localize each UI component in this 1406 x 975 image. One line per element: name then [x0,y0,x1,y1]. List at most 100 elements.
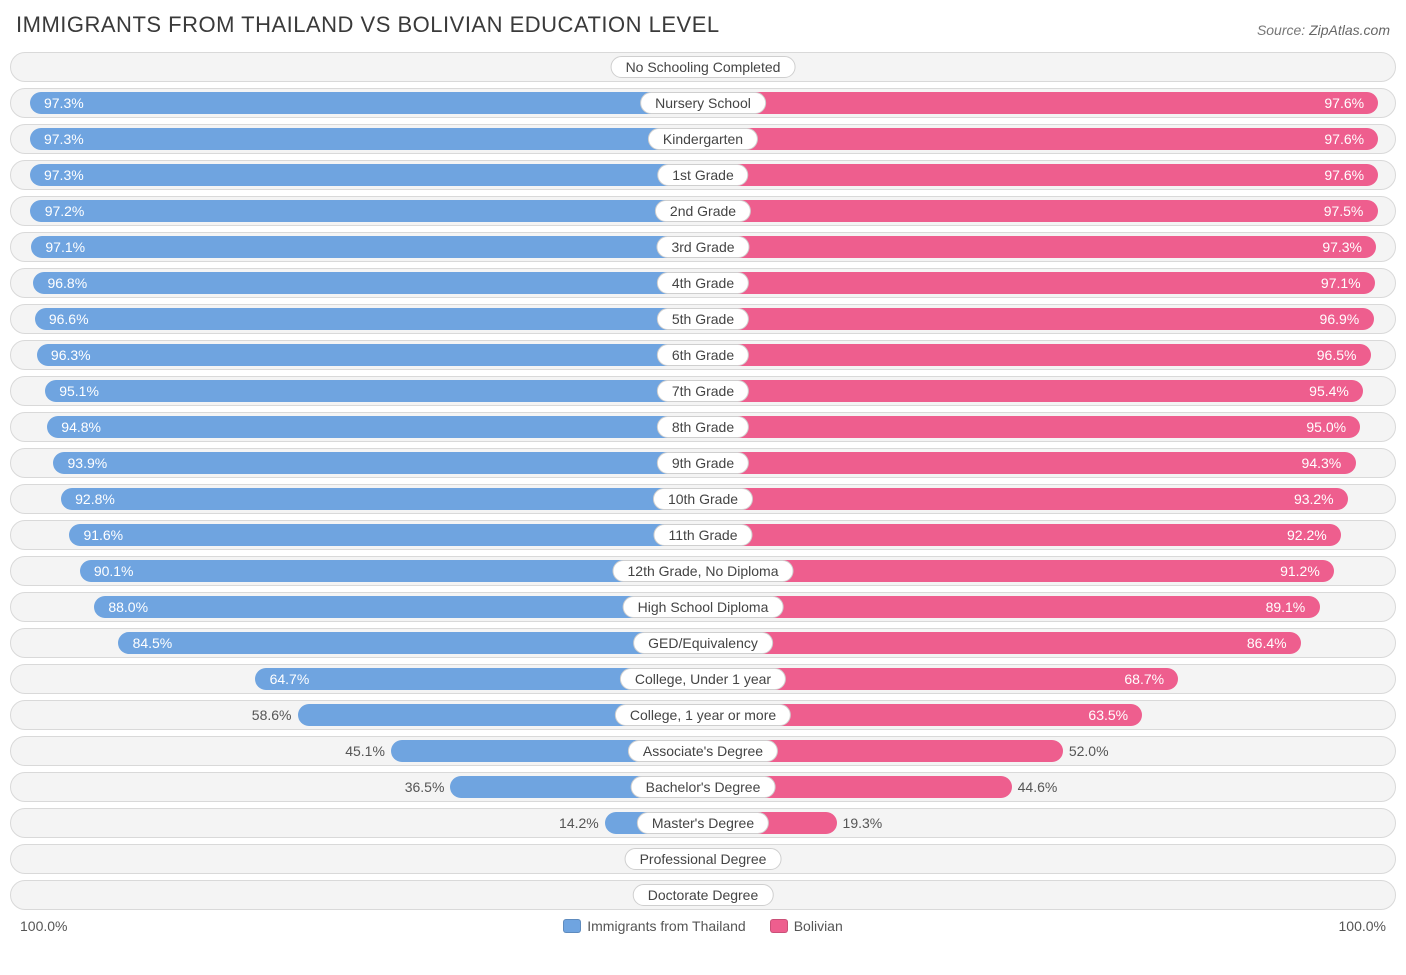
left-value: 88.0% [108,600,148,614]
left-value: 58.6% [252,708,292,722]
category-label: 11th Grade [653,524,752,546]
left-value: 94.8% [61,420,101,434]
right-axis-max: 100.0% [1339,918,1386,934]
left-value: 36.5% [405,780,445,794]
category-label: 1st Grade [657,164,748,186]
chart-row: 97.3% 97.6% 1st Grade [10,160,1396,190]
category-label: High School Diploma [623,596,784,618]
category-label: Professional Degree [625,848,782,870]
category-label: 9th Grade [657,452,749,474]
chart-row: 96.6% 96.9% 5th Grade [10,304,1396,334]
category-label: Nursery School [640,92,766,114]
chart-footer: 100.0% Immigrants from Thailand Bolivian… [10,918,1396,934]
category-label: 10th Grade [653,488,753,510]
left-value: 95.1% [59,384,99,398]
right-value: 94.3% [1302,456,1342,470]
right-value: 86.4% [1247,636,1287,650]
category-label: 7th Grade [657,380,749,402]
chart-row: 64.7% 68.7% College, Under 1 year [10,664,1396,694]
chart-row: 93.9% 94.3% 9th Grade [10,448,1396,478]
legend-label-left: Immigrants from Thailand [587,918,745,934]
chart-row: 2.7%2.4%No Schooling Completed [10,52,1396,82]
category-label: 8th Grade [657,416,749,438]
left-value: 84.5% [133,636,173,650]
chart-row: 97.2% 97.5% 2nd Grade [10,196,1396,226]
left-value: 96.6% [49,312,89,326]
right-value: 91.2% [1280,564,1320,578]
right-value: 19.3% [843,816,883,830]
right-value: 97.6% [1324,132,1364,146]
right-value: 97.1% [1321,276,1361,290]
education-diverging-bar-chart: 2.7%2.4%No Schooling Completed 97.3% 97.6%… [10,52,1396,910]
category-label: Master's Degree [637,812,769,834]
right-value: 89.1% [1266,600,1306,614]
chart-row: 97.3% 97.6% Kindergarten [10,124,1396,154]
category-label: Doctorate Degree [633,884,774,906]
right-value: 97.5% [1324,204,1364,218]
category-label: 3rd Grade [656,236,749,258]
chart-row: 14.2%19.3%Master's Degree [10,808,1396,838]
chart-title: IMMIGRANTS FROM THAILAND VS BOLIVIAN EDU… [16,12,720,38]
category-label: GED/Equivalency [633,632,773,654]
source-prefix: Source: [1257,22,1309,38]
right-value: 97.6% [1324,168,1364,182]
chart-row: 94.8% 95.0% 8th Grade [10,412,1396,442]
chart-row: 91.6% 92.2% 11th Grade [10,520,1396,550]
right-value: 96.9% [1320,312,1360,326]
chart-row: 96.3%96.5%6th Grade [10,340,1396,370]
category-label: 6th Grade [657,344,749,366]
chart-row: 95.1% 95.4% 7th Grade [10,376,1396,406]
category-label: Kindergarten [648,128,758,150]
chart-row: 4.3%5.6%Professional Degree [10,844,1396,874]
right-value: 95.0% [1306,420,1346,434]
right-value: 44.6% [1018,780,1058,794]
source-name: ZipAtlas.com [1309,22,1390,38]
left-value: 97.2% [45,204,85,218]
chart-row: 36.5% 44.6% Bachelor's Degree [10,772,1396,802]
chart-row: 97.1% 97.3% 3rd Grade [10,232,1396,262]
category-label: College, Under 1 year [620,668,786,690]
chart-row: 92.8% 93.2% 10th Grade [10,484,1396,514]
legend-item-right: Bolivian [770,918,843,934]
category-label: 4th Grade [657,272,749,294]
left-value: 45.1% [345,744,385,758]
left-value: 91.6% [83,528,123,542]
left-value: 92.8% [75,492,115,506]
chart-source: Source: ZipAtlas.com [1257,22,1390,38]
category-label: 5th Grade [657,308,749,330]
chart-row: 88.0% 89.1% High School Diploma [10,592,1396,622]
left-value: 97.3% [44,168,84,182]
legend: Immigrants from Thailand Bolivian [563,918,843,934]
category-label: Associate's Degree [628,740,778,762]
right-value: 52.0% [1069,744,1109,758]
left-value: 97.3% [44,96,84,110]
left-value: 90.1% [94,564,134,578]
left-value: 97.3% [44,132,84,146]
right-value: 68.7% [1124,672,1164,686]
right-value: 97.6% [1324,96,1364,110]
chart-row: 1.8%2.4%Doctorate Degree [10,880,1396,910]
chart-row: 84.5% 86.4% GED/Equivalency [10,628,1396,658]
left-value: 96.8% [47,276,87,290]
category-label: No Schooling Completed [611,56,796,78]
left-axis-max: 100.0% [20,918,67,934]
right-value: 93.2% [1294,492,1334,506]
chart-row: 97.3% 97.6% Nursery School [10,88,1396,118]
chart-row: 45.1% 52.0% Associate's Degree [10,736,1396,766]
left-value: 64.7% [270,672,310,686]
legend-swatch-left [563,919,581,933]
category-label: Bachelor's Degree [631,776,776,798]
legend-label-right: Bolivian [794,918,843,934]
category-label: 12th Grade, No Diploma [613,560,794,582]
right-value: 92.2% [1287,528,1327,542]
right-value: 97.3% [1322,240,1362,254]
legend-item-left: Immigrants from Thailand [563,918,745,934]
chart-row: 96.8% 97.1% 4th Grade [10,268,1396,298]
left-value: 97.1% [45,240,85,254]
legend-swatch-right [770,919,788,933]
left-value: 93.9% [68,456,108,470]
category-label: 2nd Grade [655,200,751,222]
chart-header: IMMIGRANTS FROM THAILAND VS BOLIVIAN EDU… [10,12,1396,38]
chart-row: 58.6%63.5%College, 1 year or more [10,700,1396,730]
right-value: 95.4% [1309,384,1349,398]
